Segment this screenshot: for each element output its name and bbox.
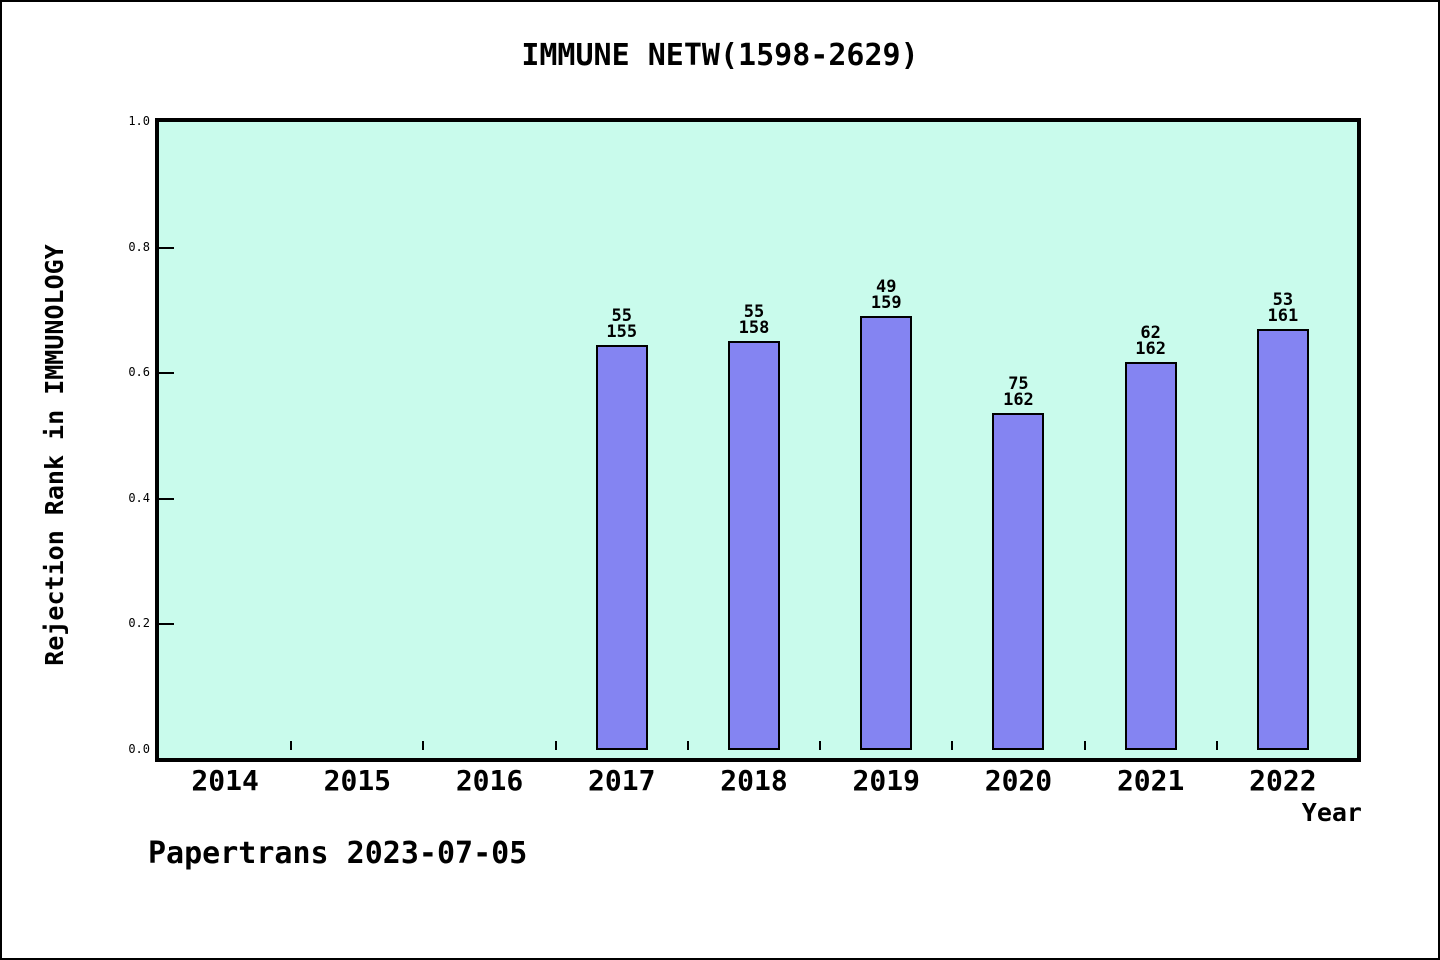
x-tick-mark bbox=[819, 741, 822, 750]
y-tick-mark bbox=[159, 372, 174, 375]
x-tick-mark bbox=[290, 741, 293, 750]
x-tick-mark bbox=[554, 741, 557, 750]
x-tick-label-2022: 2022 bbox=[1249, 764, 1317, 797]
x-tick-label-2021: 2021 bbox=[1116, 764, 1185, 797]
x-tick-mark bbox=[951, 741, 954, 750]
x-tick-label-2019: 2019 bbox=[852, 764, 920, 797]
bar-label-numerator: 53 bbox=[1272, 290, 1294, 310]
bar-2021 bbox=[1124, 362, 1177, 750]
bar-label-2017: 55 155 bbox=[555, 306, 689, 342]
x-tick-label-2015: 2015 bbox=[323, 764, 392, 797]
x-tick-label-2014: 2014 bbox=[191, 764, 259, 797]
bar-label-denominator: 159 bbox=[870, 293, 902, 313]
bar-label-denominator: 158 bbox=[738, 318, 770, 338]
x-axis-label: Year bbox=[1301, 798, 1362, 827]
bar-2022 bbox=[1256, 329, 1309, 750]
bar-label-denominator: 155 bbox=[606, 322, 638, 342]
x-tick-mark bbox=[422, 741, 425, 750]
bar-label-denominator: 162 bbox=[1003, 390, 1034, 410]
y-tick-label: 0.8 bbox=[128, 239, 150, 254]
bar-label-2021: 62 162 bbox=[1084, 323, 1218, 359]
bar-label-2020: 75 162 bbox=[951, 374, 1085, 410]
bar-label-2019: 49 159 bbox=[819, 277, 953, 313]
x-tick-mark bbox=[1083, 741, 1086, 750]
y-tick-label: 1.0 bbox=[128, 114, 150, 128]
footer-watermark: Papertrans 2023-07-05 bbox=[148, 836, 528, 871]
y-tick-label: 0.2 bbox=[128, 616, 150, 631]
y-axis-label: Rejection Rank in IMMUNOLOGY bbox=[40, 244, 69, 666]
x-tick-label-2017: 2017 bbox=[588, 764, 656, 797]
y-tick-mark bbox=[159, 497, 174, 500]
bar-label-denominator: 162 bbox=[1135, 339, 1167, 359]
x-tick-label-2020: 2020 bbox=[984, 764, 1053, 797]
bar-2020 bbox=[992, 413, 1045, 750]
bar-2018 bbox=[728, 341, 780, 750]
y-tick-label: 0.4 bbox=[128, 490, 150, 505]
y-tick-mark bbox=[159, 623, 174, 626]
x-tick-label-2018: 2018 bbox=[720, 764, 788, 797]
y-tick-mark bbox=[159, 246, 174, 249]
bar-label-2022: 53 161 bbox=[1216, 290, 1350, 326]
bar-label-numerator: 75 bbox=[1008, 374, 1029, 394]
bar-label-denominator: 161 bbox=[1267, 306, 1299, 326]
bar-label-numerator: 62 bbox=[1140, 323, 1161, 343]
bar-label-numerator: 55 bbox=[743, 302, 765, 322]
x-tick-mark bbox=[1215, 741, 1218, 750]
bar-2017 bbox=[595, 345, 648, 750]
bar-2019 bbox=[860, 316, 913, 750]
x-tick-label-2016: 2016 bbox=[455, 764, 524, 797]
chart-title: IMMUNE NETW(1598-2629) bbox=[521, 38, 919, 73]
x-tick-mark bbox=[686, 741, 689, 750]
bar-label-numerator: 49 bbox=[875, 277, 897, 297]
y-tick-label: 0.0 bbox=[128, 742, 150, 756]
y-tick-label: 0.6 bbox=[128, 365, 150, 380]
bar-label-numerator: 55 bbox=[611, 306, 632, 326]
bar-label-2018: 55 158 bbox=[687, 302, 821, 338]
